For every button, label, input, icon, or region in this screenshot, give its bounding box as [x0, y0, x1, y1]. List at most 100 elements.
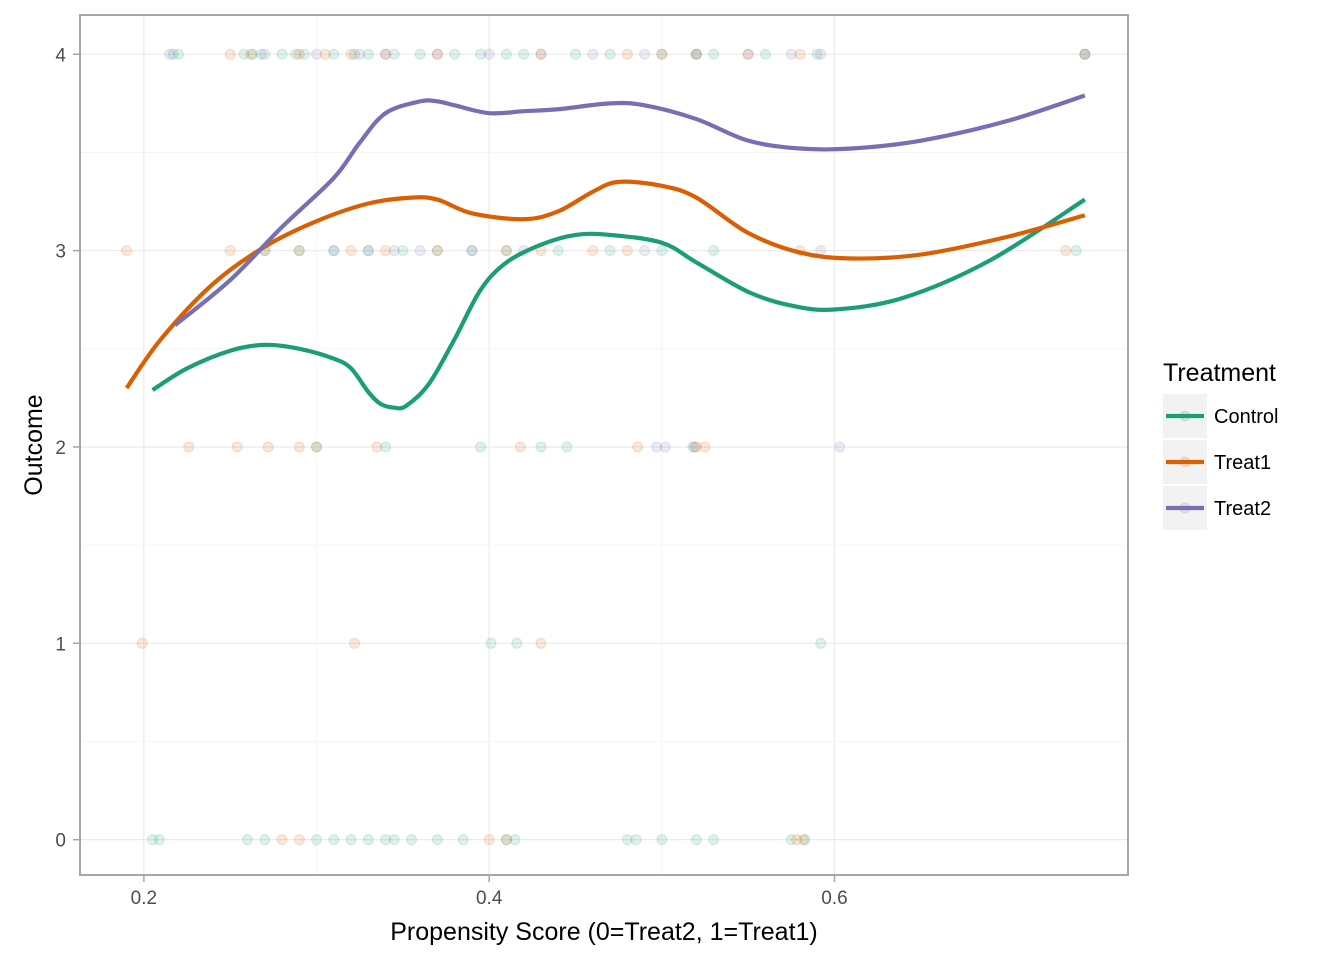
data-point-control	[238, 48, 250, 60]
scatter-points	[121, 48, 1091, 846]
legend-item-treat1: Treat1	[1163, 440, 1271, 484]
y-tick-label: 2	[55, 438, 66, 459]
data-point-control	[259, 834, 271, 846]
smooth-curves	[124, 93, 1086, 411]
data-point-control	[388, 834, 400, 846]
data-point-control	[431, 245, 443, 257]
data-point-treat1	[231, 441, 243, 453]
legend-label: Control	[1214, 406, 1278, 428]
data-point-treat2	[164, 48, 176, 60]
data-point-control	[535, 441, 547, 453]
data-point-control	[362, 48, 374, 60]
data-point-treat1	[293, 834, 305, 846]
data-point-control	[656, 245, 668, 257]
data-point-treat2	[1079, 48, 1091, 60]
data-point-treat1	[431, 245, 443, 257]
data-point-control	[604, 245, 616, 257]
data-point-control	[345, 834, 357, 846]
data-point-treat1	[514, 441, 526, 453]
data-point-treat2	[259, 48, 271, 60]
data-point-control	[247, 48, 259, 60]
data-point-control	[708, 834, 720, 846]
data-point-treat1	[656, 48, 668, 60]
data-point-control	[414, 48, 426, 60]
data-point-treat2	[362, 245, 374, 257]
data-point-treat2	[639, 48, 651, 60]
x-tick-label: 0.2	[131, 888, 157, 909]
data-point-treat1	[500, 245, 512, 257]
data-point-treat1	[319, 48, 331, 60]
data-point-control	[511, 637, 523, 649]
data-point-treat2	[380, 48, 392, 60]
data-point-treat2	[388, 245, 400, 257]
data-point-control	[362, 834, 374, 846]
data-point-treat2	[535, 48, 547, 60]
data-point-treat2	[639, 245, 651, 257]
data-point-treat1	[224, 245, 236, 257]
data-point-control	[328, 48, 340, 60]
data-point-treat2	[311, 48, 323, 60]
data-point-control	[241, 834, 253, 846]
legend-title: Treatment	[1163, 359, 1276, 387]
data-point-control	[380, 834, 392, 846]
data-point-control	[687, 441, 699, 453]
data-point-treat1	[345, 245, 357, 257]
data-point-treat1	[621, 48, 633, 60]
data-point-treat2	[431, 48, 443, 60]
data-point-control	[172, 48, 184, 60]
data-point-treat2	[834, 441, 846, 453]
data-point-control	[604, 48, 616, 60]
y-tick-label: 0	[55, 831, 66, 852]
plot-panel-border	[79, 14, 1129, 876]
data-point-control	[630, 834, 642, 846]
data-point-control	[500, 834, 512, 846]
data-point-control	[405, 834, 417, 846]
data-point-control	[431, 834, 443, 846]
data-point-control	[328, 834, 340, 846]
data-point-treat2	[690, 48, 702, 60]
y-axis-title: Outcome	[20, 394, 48, 495]
data-point-treat1	[535, 637, 547, 649]
data-point-control	[690, 48, 702, 60]
data-point-treat2	[785, 48, 797, 60]
data-point-control	[518, 48, 530, 60]
x-axis-title: Propensity Score (0=Treat2, 1=Treat1)	[390, 918, 818, 946]
data-point-treat1	[690, 441, 702, 453]
data-point-control	[811, 48, 823, 60]
data-point-control	[255, 48, 267, 60]
legend-item-treat2: Treat2	[1163, 486, 1271, 530]
data-point-treat2	[659, 441, 671, 453]
data-point-control	[298, 48, 310, 60]
data-point-control	[276, 48, 288, 60]
data-point-treat1	[794, 48, 806, 60]
x-axis: 0.2 0.4 0.6	[131, 875, 848, 909]
data-point-treat1	[431, 48, 443, 60]
data-point-treat1	[293, 245, 305, 257]
data-point-treat1	[797, 834, 809, 846]
data-point-treat2	[815, 48, 827, 60]
data-point-control	[561, 441, 573, 453]
data-point-treat1	[500, 834, 512, 846]
data-point-treat2	[354, 48, 366, 60]
data-point-treat1	[293, 48, 305, 60]
data-point-control	[708, 48, 720, 60]
data-point-control	[815, 637, 827, 649]
data-point-control	[708, 245, 720, 257]
data-point-treat2	[328, 245, 340, 257]
data-point-control	[349, 48, 361, 60]
y-tick-label: 4	[55, 45, 66, 66]
smooth-line-treat1	[124, 179, 1086, 390]
data-point-control	[500, 245, 512, 257]
data-point-control	[290, 48, 302, 60]
grid-lines	[80, 15, 1128, 875]
data-point-control	[147, 834, 159, 846]
data-point-treat1	[293, 441, 305, 453]
data-point-control	[509, 834, 521, 846]
data-point-treat1	[483, 834, 495, 846]
data-point-treat1	[276, 834, 288, 846]
data-point-treat1	[345, 48, 357, 60]
legend: Treatment Control Treat1 Treat2	[1163, 359, 1278, 530]
data-point-treat1	[621, 245, 633, 257]
data-point-control	[328, 245, 340, 257]
